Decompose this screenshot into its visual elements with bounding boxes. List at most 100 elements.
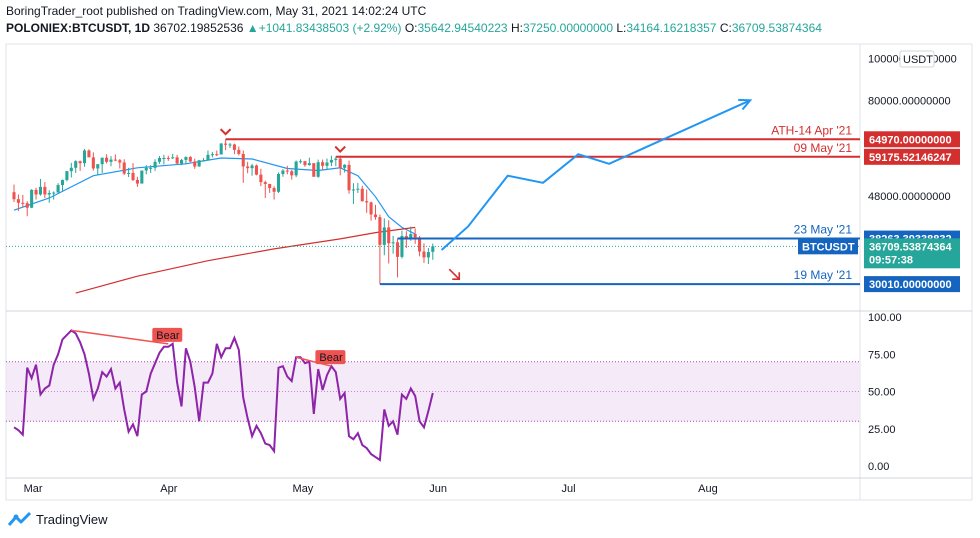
currency-badge-bg [899,50,935,68]
currency-badge: USDT [899,50,935,68]
candle-body [369,202,373,215]
time-tick-label: Jun [429,483,447,495]
divergence-marker: Bear [295,350,346,367]
candle-body [259,174,263,183]
candle [52,191,56,200]
arrow-down-icon [448,268,460,280]
candle-body [422,251,426,258]
candle [162,154,166,165]
candle-body [131,172,135,180]
tradingview-logo[interactable]: TradingView [8,511,108,527]
open-value: 35642.94540223 [417,21,508,35]
candle-body [299,161,303,163]
candle [400,230,404,259]
candle-body [276,173,281,192]
divergence-line [295,356,332,367]
high-value: 37250.00000000 [522,21,614,35]
candle-body [232,144,236,150]
candle-body [96,164,100,169]
candle-body [409,234,413,239]
candle-body [285,170,289,172]
time-tick-label: Aug [698,483,718,495]
candle-body [127,172,131,174]
candle [356,182,360,193]
candle-body [426,252,430,258]
candle [382,218,386,256]
last-price: 36702.19852536 [153,21,244,35]
price-level-tag: 64970.00000000 [869,134,952,146]
candle [413,228,417,244]
candle-body [325,162,329,166]
candle-body [431,246,435,252]
currency-badge-label: USDT [903,54,933,66]
candle-body [34,189,38,195]
divergence-label: Bear [319,352,343,364]
moving-average-fast [13,157,416,235]
candle [387,220,391,264]
candle-body [122,162,126,174]
candle [343,164,347,173]
price-tick-label: 48000.00000000 [868,191,951,203]
candle-body [52,192,56,194]
candle [100,157,104,173]
candle [228,142,232,149]
candle [329,155,333,167]
symbol-label: POLONIEX:BTCUSDT, 1D [6,21,151,35]
candle-body [47,192,51,195]
candle-body [87,150,91,158]
candle [334,156,338,167]
candle [351,183,355,205]
candle-body [347,164,351,191]
candle-body [250,165,254,169]
candle-body [228,144,232,146]
candle [426,247,430,265]
candle-body [179,159,184,164]
candle-body [105,157,109,162]
candle [202,157,206,162]
candle [175,154,179,165]
candles [12,139,435,285]
candle [96,164,100,176]
candle-body [360,188,364,202]
candle [365,189,369,213]
candle [395,238,400,278]
candle [188,156,192,163]
candle [250,163,254,176]
price-level-tag: 30010.00000000 [869,279,952,291]
divergence-label: Bear [156,330,180,342]
candle-body [206,154,210,161]
candle-body [334,158,338,160]
last-price-tag-bg [864,238,960,269]
candle-body [78,161,82,164]
candle [254,164,259,176]
candle [272,186,276,200]
candle [391,235,395,254]
candle [219,142,223,155]
candle [140,170,144,184]
candle [171,153,175,159]
countdown-tag: 09:57:38 [869,254,913,266]
candle-body [65,171,69,180]
candle-body [321,162,325,166]
candle [113,154,117,162]
candle-body [307,163,311,166]
divergence-label-bg [315,350,346,365]
low-value: 34164.16218357 [626,21,717,35]
candle [378,214,382,285]
rsi-tick-label: 75.00 [868,349,896,361]
candle-body [74,161,78,168]
price-level-label: 23 May '21 [794,223,853,237]
candle-body [193,161,197,167]
ohlc-legend: POLONIEX:BTCUSDT, 1D 36702.19852536 ▲+10… [6,21,822,35]
candle-body [109,159,113,162]
projection-path [440,99,751,251]
candle [268,183,272,193]
candle [34,187,38,200]
candle [105,154,109,164]
candle [43,182,47,199]
candle-body [356,188,360,190]
candle [369,201,373,221]
candle [373,204,378,220]
price-level-tag-bg [864,148,960,165]
